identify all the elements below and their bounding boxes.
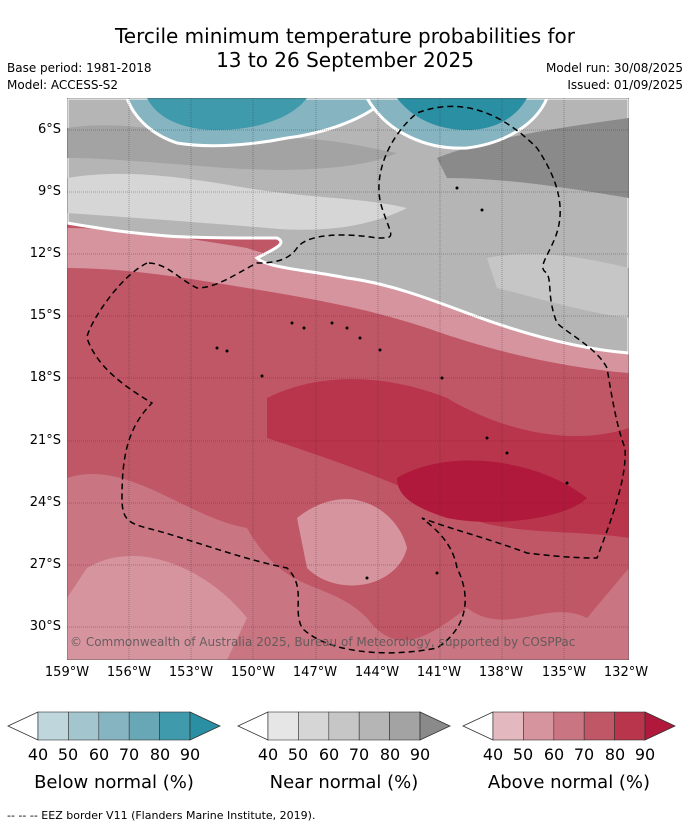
legend-tick: 60: [543, 745, 565, 764]
legend-tick: 80: [379, 745, 401, 764]
legend-tick: 80: [149, 745, 171, 764]
legend-title: Above normal (%): [487, 772, 651, 793]
lon-label: 153°W: [168, 665, 214, 680]
above-normal-region-light3: [297, 499, 407, 586]
lon-label: 138°W: [478, 665, 524, 680]
colorbar-above-normal: [462, 711, 676, 741]
colorbar-low-end: [462, 711, 494, 741]
colorbar-segment: [98, 711, 130, 741]
legend-tick: 50: [287, 745, 309, 764]
legend-tick: 90: [409, 745, 431, 764]
above-normal-region-light2: [67, 556, 247, 660]
lon-label: 159°W: [44, 665, 90, 680]
lat-label: 30°S: [29, 619, 61, 634]
colorbar-high-end: [189, 711, 221, 741]
legend-tick: 50: [512, 745, 534, 764]
lat-label: 9°S: [37, 184, 61, 199]
legend-tick: 70: [573, 745, 595, 764]
colorbar-segment: [298, 711, 330, 741]
island-markers: [215, 186, 569, 580]
copyright-notice: © Commonwealth of Australia 2025, Bureau…: [70, 635, 576, 649]
near-normal-region-light2: [487, 253, 629, 318]
legend-below-normal: 40 50 60 70 80 90 Below normal (%): [7, 711, 221, 793]
colorbar-segment: [583, 711, 615, 741]
lon-label: 144°W: [354, 665, 400, 680]
colorbar-segment: [553, 711, 585, 741]
legend-tick: 70: [118, 745, 140, 764]
legend-tick: 60: [318, 745, 340, 764]
legend-above-normal: 40 50 60 70 80 90 Above normal (%): [462, 711, 676, 793]
above-normal-region-edge: [67, 228, 629, 373]
colorbar-segment: [492, 711, 524, 741]
base-period-label: Base period: 1981-2018: [7, 61, 152, 75]
issued-label: Issued: 01/09/2025: [567, 78, 683, 92]
lat-label: 6°S: [37, 122, 61, 137]
legend-title: Below normal (%): [34, 772, 194, 793]
colorbar-segment: [128, 711, 160, 741]
lon-label: 141°W: [416, 665, 462, 680]
lon-label: 147°W: [292, 665, 338, 680]
eez-border-french-polynesia: [86, 105, 626, 654]
map-title-line1: Tercile minimum temperature probabilitie…: [114, 24, 576, 48]
model-label: Model: ACCESS-S2: [7, 78, 119, 92]
colorbar-high-end: [419, 711, 451, 741]
model-run-label: Model run: 30/08/2025: [545, 61, 683, 75]
lon-label: 132°W: [603, 665, 649, 680]
legend-tick: 50: [57, 745, 79, 764]
colorbar-segment: [37, 711, 69, 741]
colorbar-segment: [328, 711, 360, 741]
map-title-line2: 13 to 26 September 2025: [216, 48, 474, 72]
near-normal-region-light: [67, 173, 407, 230]
legend-tick: 90: [634, 745, 656, 764]
colorbar-high-end: [644, 711, 676, 741]
above-normal-region-darker: [397, 460, 587, 522]
legend-tick: 40: [482, 745, 504, 764]
legend-tick: 80: [604, 745, 626, 764]
colorbar-segment: [267, 711, 299, 741]
colorbar-segment: [68, 711, 100, 741]
lat-label: 21°S: [29, 433, 61, 448]
below-normal-region-east-core: [397, 98, 527, 130]
lat-label: 24°S: [29, 495, 61, 510]
colorbar-segment: [389, 711, 421, 741]
eez-border-note: -- -- -- EEZ border V11 (Flanders Marine…: [7, 809, 316, 822]
probability-map: [67, 98, 629, 660]
below-normal-region-west-core: [147, 98, 307, 130]
lat-label: 27°S: [29, 557, 61, 572]
colorbar-segment: [159, 711, 191, 741]
legend-tick: 40: [257, 745, 279, 764]
map-grid: [67, 98, 629, 660]
legend-tick: 70: [348, 745, 370, 764]
colorbar-segment: [523, 711, 555, 741]
colorbar-below-normal: [7, 711, 221, 741]
lat-label: 12°S: [29, 246, 61, 261]
near-normal-region-dark: [67, 125, 397, 170]
legend-tick: 90: [179, 745, 201, 764]
near-normal-region-dark2: [437, 118, 629, 198]
lon-label: 156°W: [106, 665, 152, 680]
legend-near-normal: 40 50 60 70 80 90 Near normal (%): [237, 711, 451, 793]
lon-label: 135°W: [541, 665, 587, 680]
colorbar-near-normal: [237, 711, 451, 741]
colorbar-low-end: [237, 711, 269, 741]
colorbar-segment: [614, 711, 646, 741]
colorbar-low-end: [7, 711, 39, 741]
lon-label: 150°W: [230, 665, 276, 680]
legend-tick: 60: [88, 745, 110, 764]
lat-label: 18°S: [29, 370, 61, 385]
colorbar-segment: [358, 711, 390, 741]
legend-title: Near normal (%): [269, 772, 419, 793]
legend-tick: 40: [27, 745, 49, 764]
lat-label: 15°S: [29, 308, 61, 323]
